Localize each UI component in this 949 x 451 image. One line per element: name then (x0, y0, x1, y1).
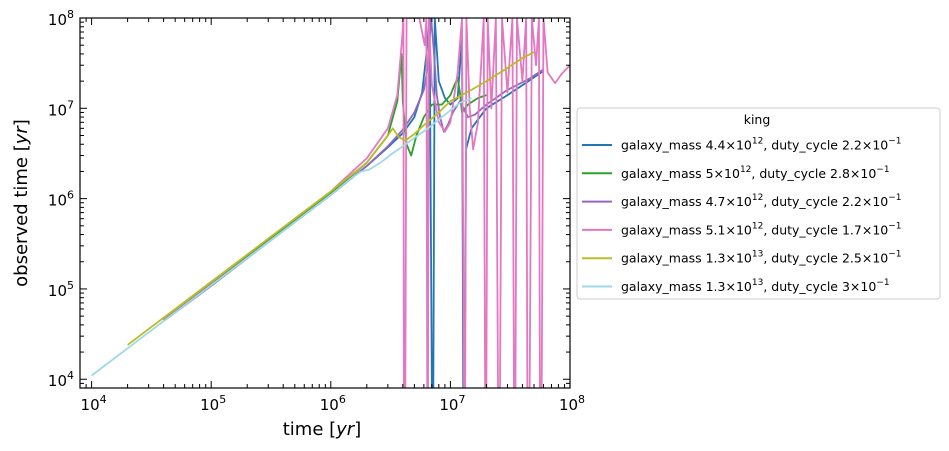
x-tick-label: 107 (439, 393, 465, 414)
series-layer (91, 18, 570, 388)
y-tick-label: 108 (48, 8, 74, 29)
y-axis-label: observed time [yr] (11, 119, 32, 287)
legend-label: galaxy_mass 4.7×1012, duty_cycle 2.2×10−… (621, 193, 902, 209)
x-tick-label: 108 (559, 393, 585, 414)
series-line-6 (91, 97, 472, 377)
legend-label: galaxy_mass 1.3×1013, duty_cycle 3×10−1 (621, 278, 890, 294)
legend-box (576, 107, 941, 300)
series-line-4 (163, 18, 570, 388)
y-tick-label: 105 (48, 279, 74, 300)
legend: king galaxy_mass 4.4×1012, duty_cycle 2.… (576, 107, 941, 300)
y-tick-label: 107 (48, 98, 74, 119)
legend-label: galaxy_mass 5.1×1012, duty_cycle 1.7×10−… (621, 221, 902, 237)
series-line-5 (127, 51, 535, 346)
y-tick-label: 104 (48, 369, 74, 390)
x-tick-label: 104 (81, 393, 107, 414)
legend-label: galaxy_mass 5×1012, duty_cycle 2.8×10−1 (621, 165, 890, 181)
x-tick-label: 106 (320, 393, 346, 414)
ticks-layer: 104 105 106 107 108 104 105 106 107 108 (48, 8, 585, 414)
legend-label: galaxy_mass 1.3×1013, duty_cycle 2.5×10−… (621, 250, 902, 266)
legend-label: galaxy_mass 4.4×1012, duty_cycle 2.2×10−… (621, 137, 902, 153)
x-axis-label: time [yr] (283, 419, 362, 440)
series-line-2 (163, 53, 487, 321)
legend-title: king (744, 112, 771, 127)
x-tick-label: 105 (200, 393, 226, 414)
y-tick-label: 106 (48, 189, 74, 210)
